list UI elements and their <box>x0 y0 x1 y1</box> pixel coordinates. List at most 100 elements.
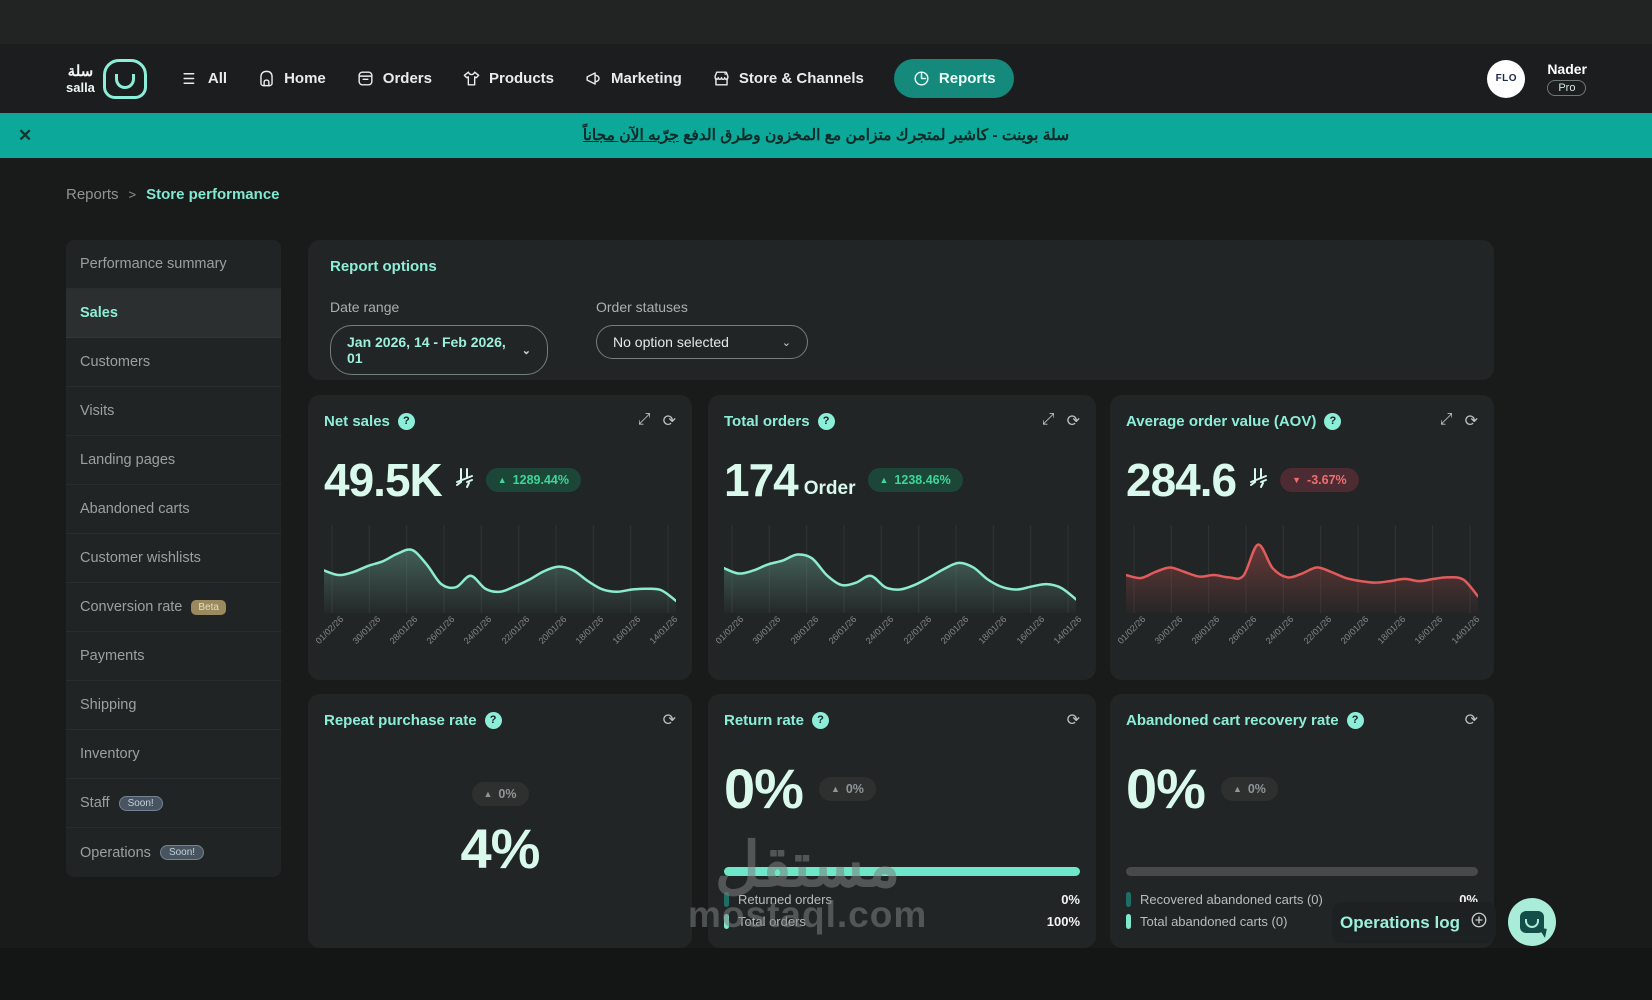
user-menu-button[interactable] <box>1609 71 1624 86</box>
user-name: Nader <box>1547 61 1587 77</box>
reports-icon <box>914 71 929 86</box>
nav-label: Store & Channels <box>738 70 864 87</box>
sidebar-item-staff[interactable]: Staff Soon! <box>66 779 281 828</box>
breadcrumb-current: Store performance <box>146 186 280 203</box>
operations-log-button[interactable]: Operations log <box>1332 902 1496 943</box>
sidebar-item-conversion-rate[interactable]: Conversion rate Beta <box>66 583 281 632</box>
refresh-icon[interactable]: ⟳ <box>662 712 676 729</box>
total-orders-value: 174 <box>724 454 799 506</box>
nav-home[interactable]: Home <box>257 69 326 88</box>
refresh-icon[interactable]: ⟳ <box>1464 413 1478 430</box>
chevron-down-icon: ⌄ <box>521 344 531 357</box>
date-range-select[interactable]: Jan 2026, 14 - Feb 2026, 01 ⌄ <box>330 325 548 375</box>
aov-card: Average order value (AOV) ? ⤢ ⟳ 284.6 ▼ -… <box>1110 395 1494 680</box>
total-orders-card: Total orders ? ⤢ ⟳ 174 Order ▲ 1238.46% 0… <box>708 395 1096 680</box>
refresh-icon[interactable]: ⟳ <box>1066 712 1080 729</box>
top-strip <box>0 0 1652 44</box>
lightning-icon <box>1282 69 1301 88</box>
sidebar-item-inventory[interactable]: Inventory <box>66 730 281 779</box>
sidebar-item-abandoned-carts[interactable]: Abandoned carts <box>66 485 281 534</box>
legend-total-orders: Total orders 100% <box>724 914 1080 929</box>
refresh-icon[interactable]: ⟳ <box>1066 413 1080 430</box>
messages-button[interactable] <box>1405 69 1424 88</box>
nav-marketing[interactable]: Marketing <box>584 69 682 88</box>
nav-label: Home <box>284 70 326 87</box>
nav-all[interactable]: All <box>181 69 227 88</box>
net-sales-sparkline <box>324 525 676 613</box>
aov-sparkline <box>1126 525 1478 613</box>
expand-icon[interactable]: ⤢ <box>1439 411 1453 428</box>
breadcrumb-reports[interactable]: Reports <box>66 186 119 203</box>
search-button[interactable] <box>1323 69 1342 88</box>
banner-close-icon[interactable]: ✕ <box>18 125 33 145</box>
repeat-rate-value: 4% <box>460 817 541 880</box>
help-icon[interactable]: ? <box>1324 412 1342 430</box>
help-icon[interactable]: ? <box>1346 711 1364 729</box>
banner-link[interactable]: جرّبه الآن مجاناً <box>582 127 679 144</box>
riyal-currency-icon <box>1248 467 1268 489</box>
sidebar-item-operations[interactable]: Operations Soon! <box>66 828 281 877</box>
help-icon[interactable]: ? <box>817 412 835 430</box>
sidebar-item-visits[interactable]: Visits <box>66 387 281 436</box>
nav-label: Orders <box>382 70 432 87</box>
return-rate-title: Return rate <box>724 711 805 729</box>
order-statuses-label: Order statuses <box>596 299 688 315</box>
help-icon[interactable]: ? <box>812 711 830 729</box>
refresh-icon[interactable]: ⟳ <box>662 413 676 430</box>
aov-title: Average order value (AOV) <box>1126 412 1317 430</box>
user-block[interactable]: Nader Pro <box>1547 61 1587 96</box>
nav-products[interactable]: Products <box>462 69 554 88</box>
support-chat-button[interactable] <box>1508 898 1556 946</box>
sidebar-item-payments[interactable]: Payments <box>66 632 281 681</box>
apps-button[interactable] <box>1364 69 1383 88</box>
nav-orders[interactable]: Orders <box>356 69 432 88</box>
notifications-button[interactable] <box>1446 69 1465 88</box>
help-icon[interactable]: ? <box>397 412 415 430</box>
legend-total-abandoned-carts: Total abandoned carts (0) <box>1126 914 1478 929</box>
salla-logo[interactable]: سلة salla <box>66 58 147 99</box>
home-icon <box>260 70 273 87</box>
nav-reports[interactable]: Reports <box>893 59 1014 98</box>
abandoned-recovery-card: Abandoned cart recovery rate ? ⟳ 0% ▲ 0% … <box>1110 694 1494 948</box>
plan-badge: Pro <box>1547 80 1587 96</box>
breadcrumb-separator: > <box>128 187 137 202</box>
total-orders-unit: Order <box>803 478 856 499</box>
sidebar-item-sales[interactable]: Sales <box>66 289 281 338</box>
quick-actions-button[interactable] <box>1282 69 1301 88</box>
chevron-down-icon: ⌄ <box>781 336 791 349</box>
refresh-icon[interactable]: ⟳ <box>1464 712 1478 729</box>
date-range-label: Date range <box>330 299 400 315</box>
total-orders-chart: 01/02/26 30/01/26 28/01/26 26/01/26 24/01/26… <box>713 521 1084 655</box>
aov-change-badge: ▼ -3.67% <box>1280 468 1359 492</box>
nav-store-channels[interactable]: Store & Channels <box>712 69 864 88</box>
legend-marker <box>1126 892 1131 907</box>
chat-icon <box>1405 69 1424 88</box>
total-orders-x-axis: 01/02/26 30/01/26 28/01/26 26/01/26 24/01/26… <box>713 614 1084 646</box>
aov-x-axis: 01/02/26 30/01/26 28/01/26 26/01/26 24/01/26… <box>1115 614 1482 646</box>
total-orders-sparkline <box>724 525 1076 613</box>
net-sales-card: Net sales ? ⤢ ⟳ 49.5K ▲ 1289.44% 01/02/26… <box>308 395 692 680</box>
nav-label: All <box>207 70 228 87</box>
salla-bag-icon <box>102 58 147 99</box>
hamburger-icon <box>183 73 195 84</box>
return-rate-change-badge: ▲ 0% <box>818 776 876 801</box>
help-icon[interactable]: ? <box>484 711 502 729</box>
avatar[interactable]: FLO <box>1487 59 1526 98</box>
expand-icon[interactable]: ⤢ <box>1041 411 1055 428</box>
sidebar-item-customers[interactable]: Customers <box>66 338 281 387</box>
sidebar-item-landing-pages[interactable]: Landing pages <box>66 436 281 485</box>
chevron-down-icon <box>1609 71 1624 86</box>
products-icon <box>463 71 480 86</box>
sidebar-item-performance-summary[interactable]: Performance summary <box>66 240 281 289</box>
sidebar-item-shipping[interactable]: Shipping <box>66 681 281 730</box>
sidebar-item-customer-wishlists[interactable]: Customer wishlists <box>66 534 281 583</box>
reports-sidebar: Performance summary Sales Customers Visi… <box>66 240 281 877</box>
bell-icon <box>1446 69 1465 88</box>
net-sales-value: 49.5K <box>324 454 443 506</box>
expand-icon[interactable]: ⤢ <box>637 411 651 428</box>
navbar-right: FLO Nader Pro <box>1282 59 1624 98</box>
order-statuses-select[interactable]: No option selected ⌄ <box>596 325 808 359</box>
plus-circle-icon <box>1470 911 1488 934</box>
nav-label: Products <box>488 70 554 87</box>
promo-banner: ✕ سلة بوينت - كاشير لمتجرك متزامن مع الم… <box>0 113 1652 158</box>
